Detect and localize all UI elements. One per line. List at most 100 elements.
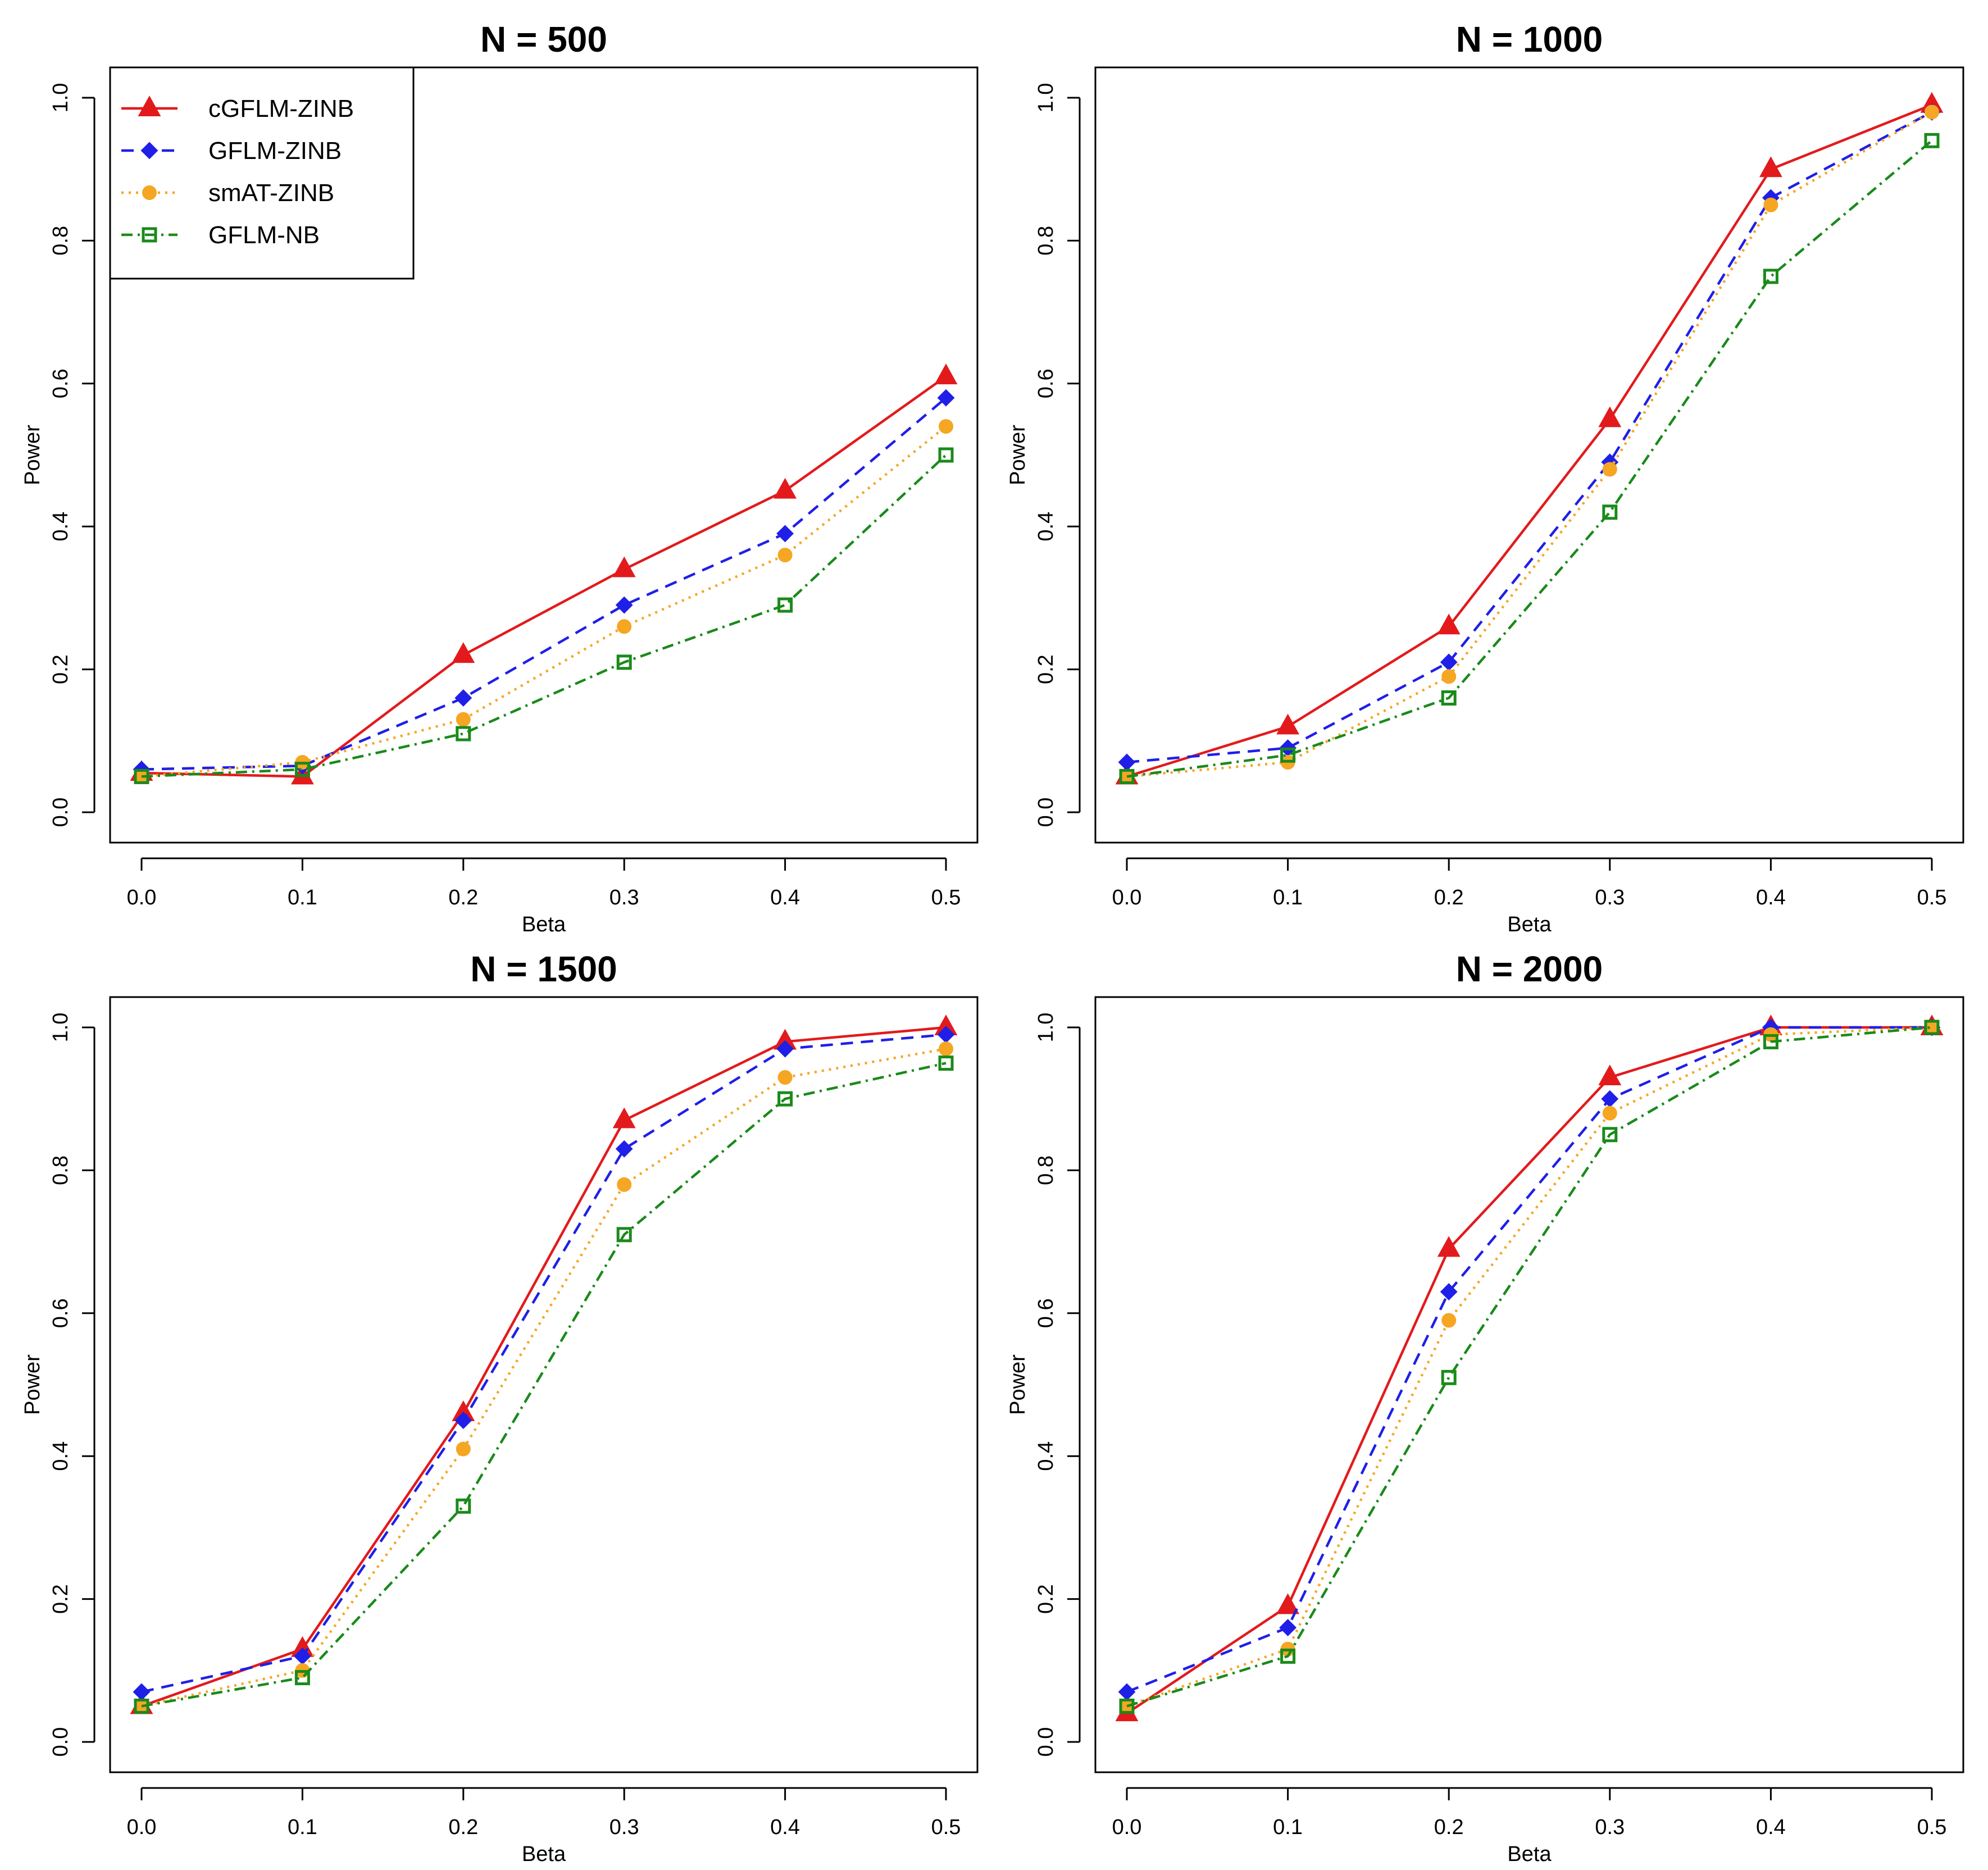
data-point [1119, 1698, 1135, 1714]
data-point [1763, 269, 1778, 284]
y-tick-label: 0.4 [1034, 512, 1058, 542]
data-point [776, 525, 794, 543]
chart-title: N = 500 [480, 19, 607, 60]
data-point [1280, 1648, 1296, 1664]
y-tick-label: 1.0 [49, 83, 72, 113]
series-line [1126, 1026, 1932, 1714]
series-line [141, 1047, 947, 1708]
series-line [141, 1062, 947, 1708]
series-gflm-nb [1119, 133, 1940, 784]
series-cgflm-zinb [1115, 92, 1944, 785]
y-tick-label: 0.0 [49, 798, 72, 827]
data-point [1759, 156, 1782, 178]
series-line [141, 425, 947, 778]
plot-frame [109, 66, 979, 844]
data-point [616, 654, 632, 670]
data-point [1924, 1020, 1940, 1035]
panel-n1000: N = 1000 0.0 0.1 0.2 0.3 0.4 0.5 Beta 0.0 0.2 0.4 0… [1006, 19, 1964, 936]
x-tick-label: 0.0 [1112, 886, 1142, 909]
x-tick-label: 0.0 [127, 1816, 157, 1839]
data-point [1118, 753, 1136, 771]
x-tick-label: 0.4 [770, 1816, 800, 1839]
legend-label: GFLM-ZINB [208, 137, 342, 165]
series-gflm-zinb [1118, 1018, 1941, 1701]
series-gflm-nb [134, 1055, 954, 1714]
y-tick-label: 0.6 [49, 368, 72, 398]
legend-marker [142, 227, 157, 243]
data-point [939, 419, 953, 434]
data-point [612, 556, 636, 577]
data-point [1118, 1683, 1136, 1701]
series-line [1126, 1026, 1932, 1708]
plot-frame [109, 996, 979, 1773]
x-axis-label: Beta [1507, 1842, 1552, 1866]
y-tick-label: 0.8 [49, 1155, 72, 1185]
y-tick-label: 0.2 [49, 1584, 72, 1614]
series-line [141, 397, 947, 771]
y-tick-label: 0.6 [49, 1298, 72, 1328]
y-tick-label: 1.0 [1034, 1013, 1058, 1043]
legend-marker [140, 142, 158, 160]
data-point [1924, 133, 1940, 148]
series-smat-zinb [1120, 104, 1939, 784]
y-tick-label: 0.6 [1034, 368, 1058, 398]
data-point [294, 762, 310, 777]
x-tick-label: 0.0 [127, 886, 157, 909]
data-point [452, 642, 475, 663]
data-point [1598, 1064, 1622, 1086]
panel-n500: N = 500 0.0 0.1 0.2 0.3 0.4 0.5 Beta 0.0 0.2 0.4 0.… [21, 19, 979, 936]
x-axis-label: Beta [1507, 913, 1552, 936]
series-gflm-zinb [133, 389, 955, 779]
data-point [617, 1177, 632, 1192]
series-line [141, 454, 947, 778]
data-point [1763, 197, 1778, 212]
x-tick-label: 0.5 [931, 1816, 961, 1839]
data-point [134, 1698, 149, 1714]
series-line [1126, 1026, 1932, 1694]
x-tick-label: 0.3 [1595, 886, 1625, 909]
x-tick-label: 0.3 [609, 886, 639, 909]
chart-title: N = 1500 [470, 949, 617, 989]
x-tick-label: 0.0 [1112, 1816, 1142, 1839]
y-tick-label: 0.8 [1034, 1155, 1058, 1185]
data-point [776, 1040, 794, 1058]
data-point [1441, 1369, 1457, 1385]
series-line [1126, 103, 1932, 778]
x-tick-label: 0.3 [1595, 1816, 1625, 1839]
x-tick-label: 0.2 [448, 1816, 478, 1839]
y-axis-label: Power [1006, 425, 1030, 485]
x-tick-label: 0.3 [609, 1816, 639, 1839]
x-tick-label: 0.2 [448, 886, 478, 909]
y-tick-label: 0.2 [1034, 654, 1058, 684]
data-point [1276, 1593, 1300, 1614]
data-point [1602, 1127, 1618, 1143]
series-line [1126, 111, 1933, 778]
legend-label: cGFLM-ZINB [208, 95, 354, 122]
data-point [937, 389, 955, 407]
series-smat-zinb [134, 1041, 953, 1714]
x-tick-label: 0.2 [1434, 1816, 1464, 1839]
chart-title: N = 1000 [1456, 19, 1603, 60]
series-cgflm-zinb [130, 363, 958, 785]
y-tick-label: 1.0 [49, 1013, 72, 1043]
panel-n1500: N = 1500 0.0 0.1 0.2 0.3 0.4 0.5 Beta 0.0 0.2 0.4 0… [21, 949, 979, 1866]
y-tick-label: 0.0 [1034, 1727, 1058, 1757]
series-smat-zinb [134, 419, 953, 784]
x-tick-label: 0.4 [1756, 886, 1786, 909]
data-point [939, 1041, 953, 1057]
x-tick-label: 0.1 [1273, 1816, 1303, 1839]
legend-marker [142, 185, 157, 200]
data-point [1119, 768, 1135, 784]
data-point [612, 1107, 636, 1129]
plot-frame [1094, 996, 1964, 1773]
data-point [1441, 690, 1457, 706]
series-smat-zinb [1120, 1020, 1939, 1714]
data-point [454, 1412, 472, 1430]
series-line [1126, 1026, 1932, 1708]
y-tick-label: 0.4 [1034, 1441, 1058, 1471]
data-point [134, 768, 149, 784]
series-line [1126, 139, 1933, 778]
series-line [141, 375, 947, 778]
x-tick-label: 0.5 [931, 886, 961, 909]
